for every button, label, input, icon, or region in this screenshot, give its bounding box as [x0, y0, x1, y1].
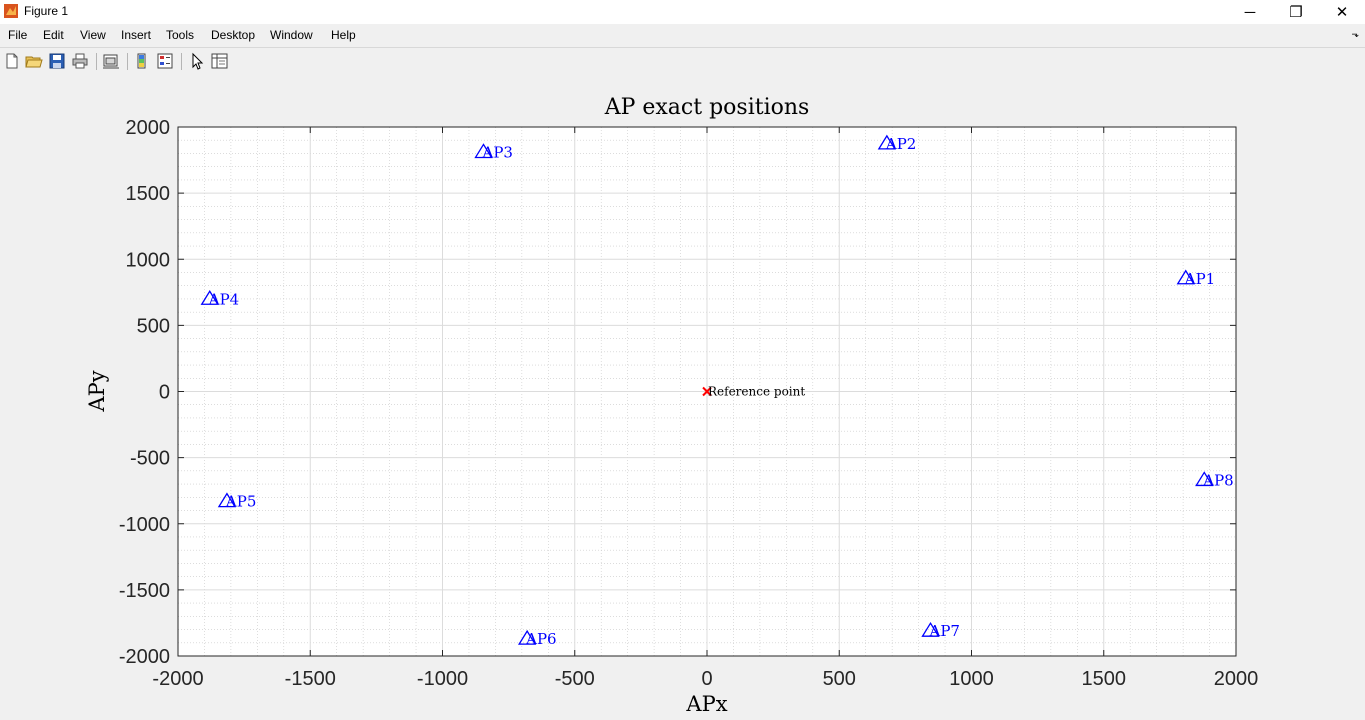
- ap-label: AP7: [929, 622, 960, 640]
- ap-label: AP4: [208, 290, 239, 308]
- insert-colorbar-icon[interactable]: [133, 52, 151, 70]
- figure-toolbar: [0, 47, 1365, 77]
- ap-label: AP8: [1202, 471, 1233, 489]
- x-tick-label: -500: [555, 668, 595, 690]
- y-tick-label: 2000: [126, 117, 171, 139]
- property-inspector-icon[interactable]: [210, 52, 228, 70]
- data-marks: AP1 AP2 AP3 AP4 AP5 AP6 AP7 AP8 Reference point: [200, 134, 1234, 648]
- y-tick-label: -500: [130, 448, 170, 470]
- y-axis-label: APy: [85, 370, 109, 412]
- menu-view[interactable]: View: [80, 28, 106, 42]
- ap-marker: [474, 143, 493, 159]
- menu-bar: File Edit View Insert Tools Desktop Wind…: [0, 24, 1365, 46]
- toolbar-separator: [96, 53, 97, 70]
- y-tick-label: -2000: [119, 646, 170, 668]
- menu-file[interactable]: File: [8, 28, 28, 42]
- ap-label: AP1: [1184, 270, 1215, 288]
- window-title: Figure 1: [24, 4, 69, 18]
- menu-desktop[interactable]: Desktop: [211, 28, 256, 42]
- minimize-button[interactable]: ─: [1227, 0, 1273, 24]
- reference-point-label: Reference point: [708, 385, 805, 399]
- scatter-plot: -2000 -1500 -1000 -500 0 500 1000 1500 2000 -2000…: [85, 95, 1258, 716]
- x-tick-label: 0: [701, 668, 712, 690]
- toolbar-separator: [127, 53, 128, 70]
- link-plot-icon[interactable]: [102, 52, 120, 70]
- tick-labels: -2000 -1500 -1000 -500 0 500 1000 1500 2000 -2000…: [119, 117, 1258, 690]
- x-axis-label: APx: [685, 692, 727, 716]
- ap-label: AP5: [225, 493, 256, 511]
- menu-insert[interactable]: Insert: [121, 28, 152, 42]
- x-tick-label: -1500: [285, 668, 336, 690]
- open-file-icon[interactable]: [25, 52, 43, 70]
- ap-marker: [517, 629, 537, 645]
- axis-ticks: [177, 126, 1237, 657]
- ap-marker: [1176, 269, 1195, 285]
- ap-label: AP6: [525, 630, 556, 648]
- x-tick-label: 1000: [949, 668, 994, 690]
- minimize-icon: ─: [1244, 3, 1256, 21]
- x-tick-label: 500: [823, 668, 856, 690]
- y-tick-label: 1500: [126, 183, 171, 205]
- close-icon: ✕: [1335, 4, 1349, 21]
- save-icon[interactable]: [48, 52, 66, 70]
- new-figure-icon[interactable]: [3, 52, 21, 70]
- x-tick-label: 2000: [1214, 668, 1259, 690]
- menu-tools[interactable]: Tools: [166, 28, 195, 42]
- insert-legend-icon[interactable]: [156, 52, 174, 70]
- ap-marker: [200, 290, 219, 305]
- matlab-app-icon: [4, 4, 18, 18]
- ap-marker: [217, 492, 237, 508]
- close-button[interactable]: ✕: [1319, 0, 1365, 24]
- menu-window[interactable]: Window: [270, 28, 313, 42]
- x-tick-label: 1500: [1082, 668, 1127, 690]
- edit-plot-icon[interactable]: [188, 52, 206, 70]
- y-tick-label: 1000: [126, 249, 171, 271]
- x-tick-label: -2000: [152, 668, 203, 690]
- figure-canvas: -2000 -1500 -1000 -500 0 500 1000 1500 2000 -2000…: [0, 76, 1365, 720]
- ap-marker: [877, 134, 897, 150]
- print-icon[interactable]: [71, 52, 89, 70]
- y-tick-label: 0: [159, 382, 170, 404]
- window-titlebar: Figure 1 ─ ❐ ✕: [0, 0, 1365, 24]
- ap-label: AP2: [885, 135, 916, 153]
- y-tick-label: -1500: [119, 580, 170, 602]
- menu-help[interactable]: Help: [331, 28, 356, 42]
- y-tick-label: -1000: [119, 514, 170, 536]
- y-tick-label: 500: [137, 315, 170, 337]
- menu-edit[interactable]: Edit: [43, 28, 64, 42]
- chart-title: AP exact positions: [604, 95, 810, 120]
- toolbar-separator: [181, 53, 182, 70]
- ap-label: AP3: [481, 143, 512, 161]
- menu-expand-icon[interactable]: ⬎: [1351, 29, 1359, 39]
- reference-point-marker: [702, 386, 712, 397]
- maximize-button[interactable]: ❐: [1273, 0, 1319, 24]
- x-tick-label: -1000: [417, 668, 468, 690]
- restore-icon: ❐: [1289, 4, 1303, 21]
- ap-marker: [921, 621, 940, 637]
- ap-marker: [1195, 471, 1214, 487]
